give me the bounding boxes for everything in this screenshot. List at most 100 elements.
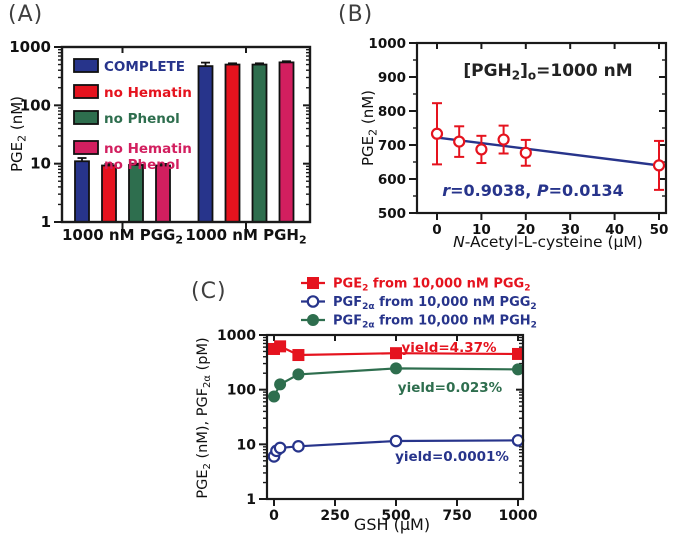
x-axis-title: N-Acetyl-L-cysteine (μM) bbox=[453, 233, 643, 251]
bar bbox=[278, 61, 295, 223]
marker-circle-open bbox=[273, 441, 287, 455]
line-series-3 bbox=[268, 362, 524, 403]
bar-series-2 bbox=[101, 62, 241, 223]
x-category-label: 1000 nM PGH2 bbox=[185, 226, 306, 246]
marker-square bbox=[292, 349, 305, 362]
marker-circle bbox=[390, 362, 402, 375]
y-tick-label: 1000 bbox=[217, 328, 256, 344]
data-point bbox=[652, 139, 666, 191]
yield-annotation: yield=4.37% bbox=[401, 340, 496, 356]
legend-swatch bbox=[73, 58, 99, 73]
marker-circle bbox=[268, 390, 280, 403]
plot-frame bbox=[265, 333, 525, 501]
data-point bbox=[475, 134, 488, 165]
y-tick-label: 1 bbox=[246, 492, 256, 508]
y-tick-label: 100 bbox=[20, 96, 51, 114]
bar bbox=[155, 164, 171, 223]
bar bbox=[224, 63, 241, 223]
bar-series-4 bbox=[155, 60, 295, 223]
panel-c-plot: 1 10 100 1000 0 250 500 750 1000 bbox=[217, 328, 538, 524]
marker-circle-open bbox=[497, 133, 510, 146]
marker-circle bbox=[274, 378, 287, 391]
marker-square bbox=[274, 340, 287, 353]
marker-circle-open bbox=[453, 135, 466, 148]
panel-b-plot: 500 600 700 800 900 1000 0 10 20 30 40 50 bbox=[368, 36, 668, 238]
marker-square bbox=[390, 347, 402, 360]
legend-label: PGE2 from 10,000 nM PGG2 bbox=[333, 277, 531, 294]
y-axis-title: PGE2 (nM), PGF2α (pM) bbox=[195, 337, 213, 498]
bar bbox=[251, 63, 268, 223]
fit-line bbox=[436, 136, 660, 167]
y-tick-label: 800 bbox=[378, 104, 406, 120]
marker-circle bbox=[512, 363, 524, 376]
y-tick-label: 100 bbox=[227, 383, 256, 399]
x-tick-label: 50 bbox=[650, 222, 669, 238]
legend-swatch bbox=[73, 140, 99, 155]
panel-c-line-chart: 1 10 100 1000 0 250 500 750 1000 yield=4.37% yield… bbox=[195, 277, 538, 535]
x-axis-title: GSH (μM) bbox=[354, 515, 430, 534]
x-tick-label: 40 bbox=[605, 222, 624, 238]
y-axis-title: PGE2 (nM) bbox=[359, 90, 379, 166]
y-tick-label: 1000 bbox=[368, 36, 406, 52]
marker-circle bbox=[292, 368, 305, 381]
x-tick-label: 250 bbox=[320, 508, 349, 524]
legend-label: PGF2α from 10,000 nM PGG2 bbox=[333, 295, 537, 312]
y-tick-label: 700 bbox=[378, 138, 406, 154]
y-tick-label: 500 bbox=[378, 206, 406, 222]
plot-frame bbox=[60, 45, 312, 224]
data-point bbox=[497, 124, 510, 155]
y-tick-label: 10 bbox=[237, 437, 257, 453]
x-tick-label: 10 bbox=[472, 222, 491, 238]
data-point bbox=[453, 125, 466, 158]
x-category-label: 1000 nM PGG2 bbox=[62, 226, 183, 246]
legend-label: no Phenol bbox=[104, 111, 180, 127]
x-tick-label: 1000 bbox=[499, 508, 538, 524]
line-series-1 bbox=[268, 340, 524, 362]
marker-circle-open bbox=[475, 143, 488, 156]
marker-circle-open bbox=[519, 146, 532, 159]
legend-label: no Hematin bbox=[104, 85, 192, 101]
marker-circle-open bbox=[511, 434, 525, 447]
bar bbox=[128, 164, 144, 223]
yield-annotation: yield=0.023% bbox=[398, 380, 503, 396]
marker-circle-open bbox=[292, 440, 305, 453]
legend-label: PGF2α from 10,000 nM PGH2 bbox=[333, 314, 537, 331]
x-tick-label: 0 bbox=[432, 222, 441, 238]
stats-label: r=0.9038, P=0.0134 bbox=[442, 181, 624, 200]
bar bbox=[101, 164, 117, 223]
marker-circle-open bbox=[652, 159, 666, 172]
panel-a-plot: 1 10 100 1000 bbox=[9, 38, 312, 231]
marker-circle bbox=[307, 314, 319, 326]
y-tick-label: 600 bbox=[378, 172, 406, 188]
legend-label: no Phenol bbox=[104, 157, 180, 173]
x-tick-label: 500 bbox=[381, 508, 410, 524]
y-tick-label: 10 bbox=[30, 155, 51, 173]
line-series-2 bbox=[267, 434, 525, 463]
y-tick-label: 1 bbox=[41, 213, 51, 231]
panel-a-label: (A) bbox=[8, 2, 44, 27]
marker-square bbox=[512, 347, 524, 360]
panel-b-label: (B) bbox=[338, 2, 374, 27]
x-tick-label: 0 bbox=[269, 508, 279, 524]
x-tick-label: 750 bbox=[442, 508, 471, 524]
marker-square bbox=[307, 277, 319, 289]
plot-frame bbox=[415, 41, 668, 215]
legend-swatch bbox=[73, 84, 99, 99]
legend-swatch bbox=[73, 110, 99, 125]
bar bbox=[74, 160, 90, 223]
marker-circle-open bbox=[430, 127, 444, 140]
data-point bbox=[519, 138, 532, 167]
panel-c-label: (C) bbox=[191, 279, 227, 304]
y-axis-title: PGE2 (nM) bbox=[8, 96, 28, 172]
x-tick-label: 30 bbox=[561, 222, 580, 238]
legend-label: no Hematin bbox=[104, 141, 192, 157]
marker-circle-open bbox=[389, 434, 403, 448]
bar bbox=[197, 65, 214, 223]
y-tick-label: 1000 bbox=[9, 38, 51, 56]
y-tick-label: 900 bbox=[378, 70, 406, 86]
panel-b-scatter-chart: 500 600 700 800 900 1000 0 10 20 30 40 50 [PGH2]o=10… bbox=[359, 36, 668, 251]
